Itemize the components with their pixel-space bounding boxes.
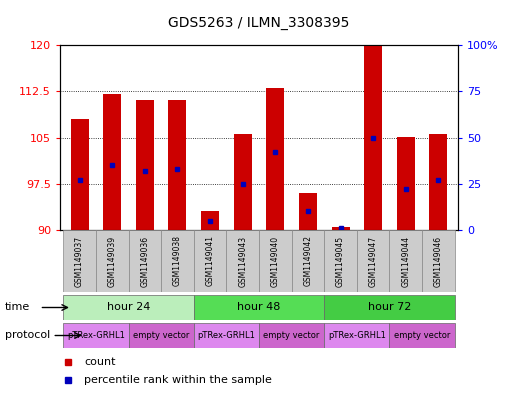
Text: GSM1149041: GSM1149041 [206, 235, 214, 286]
Bar [194, 295, 324, 320]
Bar [194, 323, 259, 348]
Bar [129, 323, 194, 348]
Text: pTRex-GRHL1: pTRex-GRHL1 [198, 331, 255, 340]
Text: protocol: protocol [5, 331, 50, 340]
Text: GDS5263 / ILMN_3308395: GDS5263 / ILMN_3308395 [168, 16, 350, 30]
Bar [266, 88, 284, 230]
Text: GSM1149040: GSM1149040 [271, 235, 280, 286]
Bar [357, 230, 389, 292]
Bar [103, 94, 121, 230]
Bar [71, 119, 89, 230]
Bar [397, 138, 415, 230]
Bar [201, 211, 219, 230]
Bar [63, 295, 194, 320]
Bar [389, 230, 422, 292]
Bar [96, 230, 129, 292]
Bar [234, 134, 252, 230]
Bar [429, 134, 447, 230]
Text: count: count [84, 357, 115, 367]
Bar [161, 230, 194, 292]
Bar [168, 101, 186, 230]
Bar [291, 230, 324, 292]
Text: empty vector: empty vector [264, 331, 320, 340]
Bar [259, 230, 291, 292]
Text: percentile rank within the sample: percentile rank within the sample [84, 375, 272, 385]
Bar [324, 295, 455, 320]
Bar [63, 323, 129, 348]
Text: pTRex-GRHL1: pTRex-GRHL1 [67, 331, 125, 340]
Text: GSM1149047: GSM1149047 [369, 235, 378, 286]
Bar [226, 230, 259, 292]
Text: hour 24: hour 24 [107, 303, 150, 312]
Text: GSM1149037: GSM1149037 [75, 235, 84, 286]
Bar [364, 45, 382, 230]
Text: hour 48: hour 48 [238, 303, 281, 312]
Text: GSM1149036: GSM1149036 [141, 235, 149, 286]
Bar [194, 230, 226, 292]
Bar [136, 101, 154, 230]
Text: GSM1149038: GSM1149038 [173, 235, 182, 286]
Bar [259, 323, 324, 348]
Bar [331, 227, 349, 230]
Text: GSM1149043: GSM1149043 [238, 235, 247, 286]
Bar [129, 230, 161, 292]
Text: GSM1149046: GSM1149046 [434, 235, 443, 286]
Text: GSM1149045: GSM1149045 [336, 235, 345, 286]
Text: pTRex-GRHL1: pTRex-GRHL1 [328, 331, 386, 340]
Bar [324, 230, 357, 292]
Bar [422, 230, 455, 292]
Text: hour 72: hour 72 [368, 303, 411, 312]
Bar [324, 323, 389, 348]
Bar [299, 193, 317, 230]
Bar [63, 230, 96, 292]
Text: time: time [5, 303, 30, 312]
Text: GSM1149042: GSM1149042 [303, 235, 312, 286]
Text: empty vector: empty vector [133, 331, 189, 340]
Bar [389, 323, 455, 348]
Text: GSM1149039: GSM1149039 [108, 235, 116, 286]
Text: empty vector: empty vector [394, 331, 450, 340]
Text: GSM1149044: GSM1149044 [401, 235, 410, 286]
